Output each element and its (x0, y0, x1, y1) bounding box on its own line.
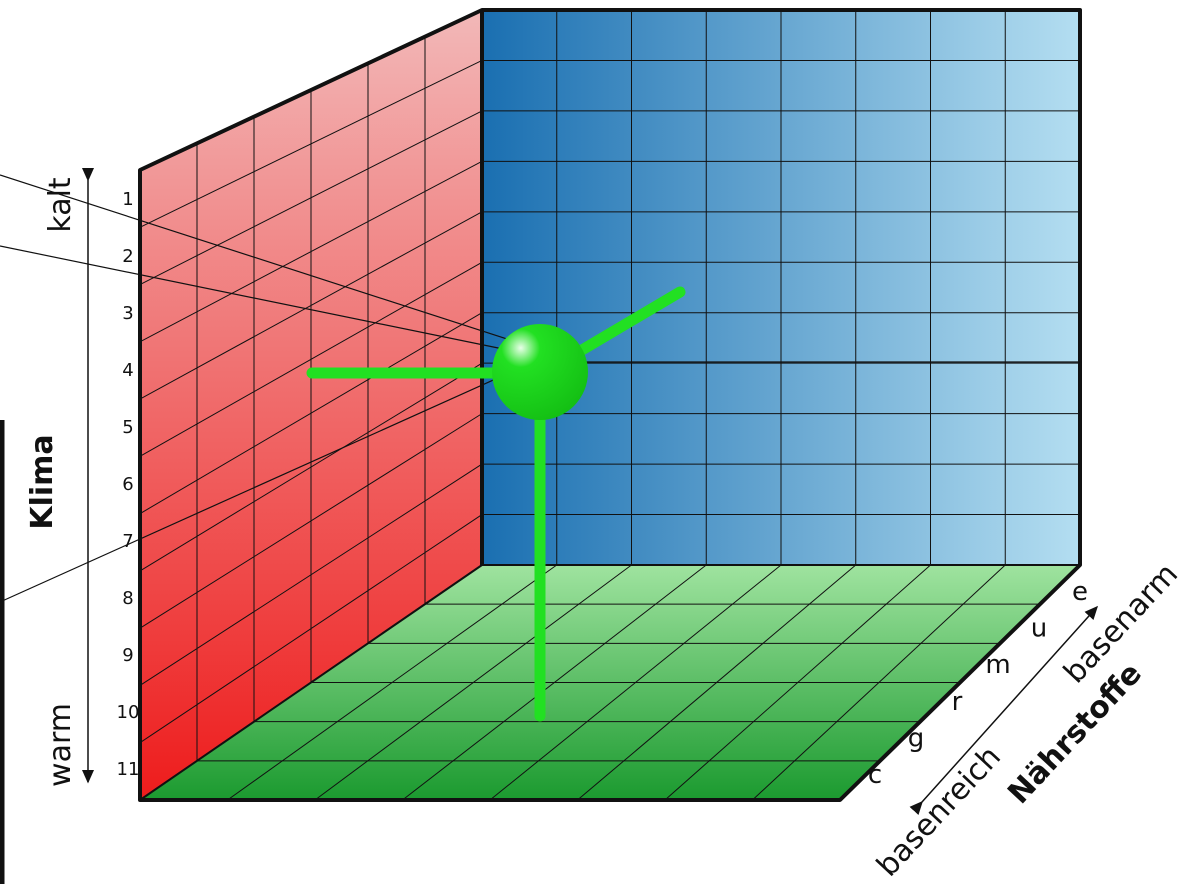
climate-wall-grid-line (139, 261, 483, 457)
marker-ball (492, 324, 588, 420)
nutrient-tick-label: c (868, 760, 882, 790)
climate-tick-label: 7 (122, 531, 133, 552)
nutrient-axis-arrow (909, 605, 1099, 815)
climate-axis-title: Klima (25, 434, 60, 529)
grid-lines (139, 10, 1080, 801)
climate-wall-grid-line (139, 463, 483, 686)
climate-tick-label: 4 (122, 360, 133, 381)
climate-wall-grid-line (139, 413, 483, 629)
nutrient-left-label: basenreich (870, 739, 1008, 883)
nutrient-tick-label: e (1072, 577, 1088, 607)
climate-wall-grid-line (139, 60, 483, 228)
climate-top-label: kalt (43, 177, 78, 233)
box-outline (138, 8, 1082, 802)
nutrient-tick-label: m (985, 650, 1010, 680)
climate-tick-label: 1 (122, 189, 133, 210)
climate-tick-labels: 1 2 3 4 5 6 7 8 9 10 11 (117, 189, 140, 780)
climate-wall-grid-line (139, 514, 483, 744)
nutrient-tick-label: u (1031, 614, 1047, 644)
climate-tick-label: 3 (122, 303, 133, 324)
marker-arm-back (576, 286, 686, 356)
climate-wall-grid-line (139, 160, 483, 343)
climate-tick-label: 11 (117, 759, 140, 780)
climate-bottom-label: warm (43, 703, 78, 787)
position-marker (306, 286, 686, 722)
climate-tick-label: 6 (122, 474, 133, 495)
nutrient-tick-label: r (952, 687, 963, 717)
climate-tick-label: 8 (122, 588, 133, 609)
climate-axis: 1 2 3 4 5 6 7 8 9 10 11 kalt warm Klima (0, 168, 140, 884)
climate-wall-grid-line (139, 362, 483, 572)
climate-tick-label: 10 (117, 702, 140, 723)
climate-tick-label: 5 (122, 417, 133, 438)
climate-tick-label: 9 (122, 645, 133, 666)
climate-tick-label: 2 (122, 246, 133, 267)
climate-wall-grid-line (139, 110, 483, 285)
nutrient-tick-label: g (908, 723, 925, 753)
climate-wall-grid-line (139, 211, 483, 400)
climate-wall-grid-line (139, 312, 483, 515)
